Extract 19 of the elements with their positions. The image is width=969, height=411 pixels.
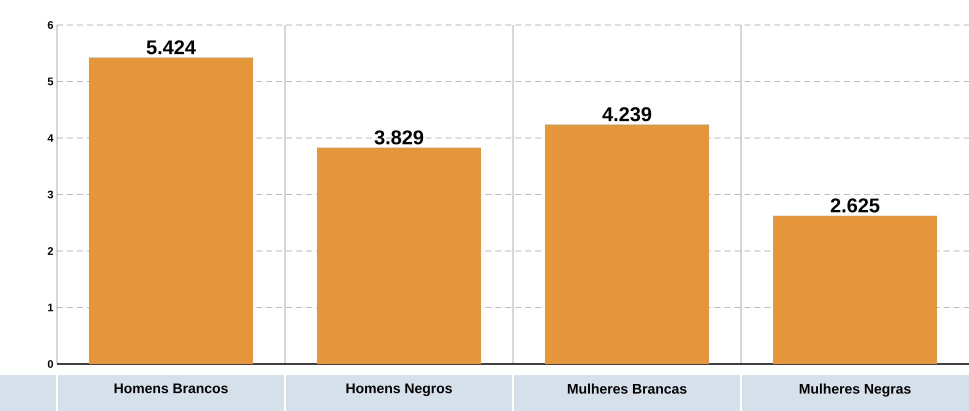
y-tick-label: 2 (48, 247, 54, 255)
x-tick-label: Mulheres Negras (800, 384, 911, 397)
data-label: 3.829 (374, 130, 424, 144)
y-tick-label: 5 (48, 78, 54, 86)
x-tick-label: Mulheres Brancas (568, 384, 686, 394)
y-tick-label: 0 (48, 360, 54, 368)
data-label: 4.239 (602, 107, 652, 122)
bar (545, 124, 710, 364)
data-label: 2.625 (830, 198, 880, 212)
data-label: 5.424 (146, 40, 196, 54)
y-tick-label: 6 (48, 21, 54, 29)
y-tick-label: 3 (48, 190, 54, 198)
y-tick-label: 1 (48, 304, 54, 312)
bar (317, 148, 482, 364)
x-tick-label: Homens Brancos (114, 384, 228, 394)
bar (773, 216, 938, 364)
y-tick-label: 4 (48, 134, 54, 142)
bar (89, 58, 254, 364)
x-tick-label: Homens Negros (346, 384, 452, 396)
